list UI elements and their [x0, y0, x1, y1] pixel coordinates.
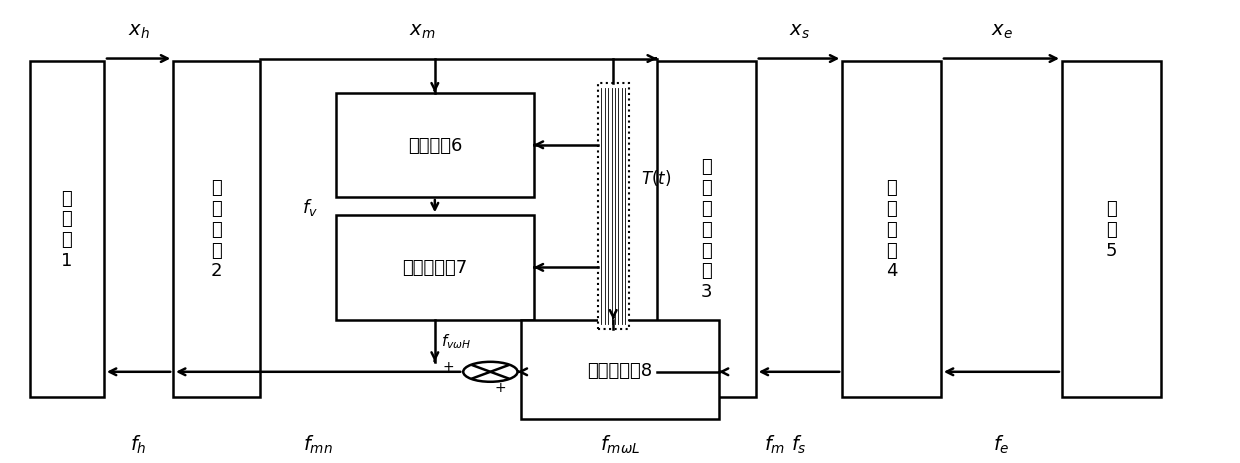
Text: $T(t)$: $T(t)$	[641, 167, 671, 187]
Text: 高通滤波器7: 高通滤波器7	[402, 259, 467, 277]
Text: $f_e$: $f_e$	[993, 433, 1009, 456]
Text: $f_{mn}$: $f_{mn}$	[304, 433, 334, 456]
Text: 环
境
5: 环 境 5	[1106, 200, 1117, 259]
Bar	[336, 94, 533, 198]
Bar	[521, 320, 719, 419]
Text: 低通滤波器8: 低通滤波器8	[588, 361, 652, 379]
Text: $f_{m\omega L}$: $f_{m\omega L}$	[600, 433, 640, 456]
Bar	[1061, 62, 1161, 397]
Bar	[842, 62, 941, 397]
Text: $f_s$: $f_s$	[791, 433, 807, 456]
Text: $f_v$: $f_v$	[301, 196, 317, 217]
Bar	[336, 216, 533, 320]
Text: $x_h$: $x_h$	[128, 22, 150, 41]
Text: $x_s$: $x_s$	[789, 22, 810, 41]
Bar	[657, 62, 756, 397]
Bar	[598, 84, 629, 329]
Bar	[174, 62, 259, 397]
Text: 从
机
器
人
4: 从 机 器 人 4	[885, 179, 898, 280]
Text: $x_m$: $x_m$	[409, 22, 435, 41]
Text: $f_h$: $f_h$	[130, 433, 146, 456]
Text: 通
讯
时
延
环
节
3: 通 讯 时 延 环 节 3	[701, 158, 712, 300]
Text: 主
机
器
人
2: 主 机 器 人 2	[211, 179, 222, 280]
Text: 操
作
者
1: 操 作 者 1	[61, 189, 73, 269]
Text: +: +	[443, 360, 454, 374]
Bar	[30, 62, 104, 397]
Text: $f_m$: $f_m$	[764, 433, 785, 456]
Text: 虚拟环境6: 虚拟环境6	[408, 137, 463, 155]
Text: $f_{v\omega H}$: $f_{v\omega H}$	[441, 332, 471, 350]
Text: $x_e$: $x_e$	[991, 22, 1012, 41]
Text: +: +	[495, 381, 506, 394]
